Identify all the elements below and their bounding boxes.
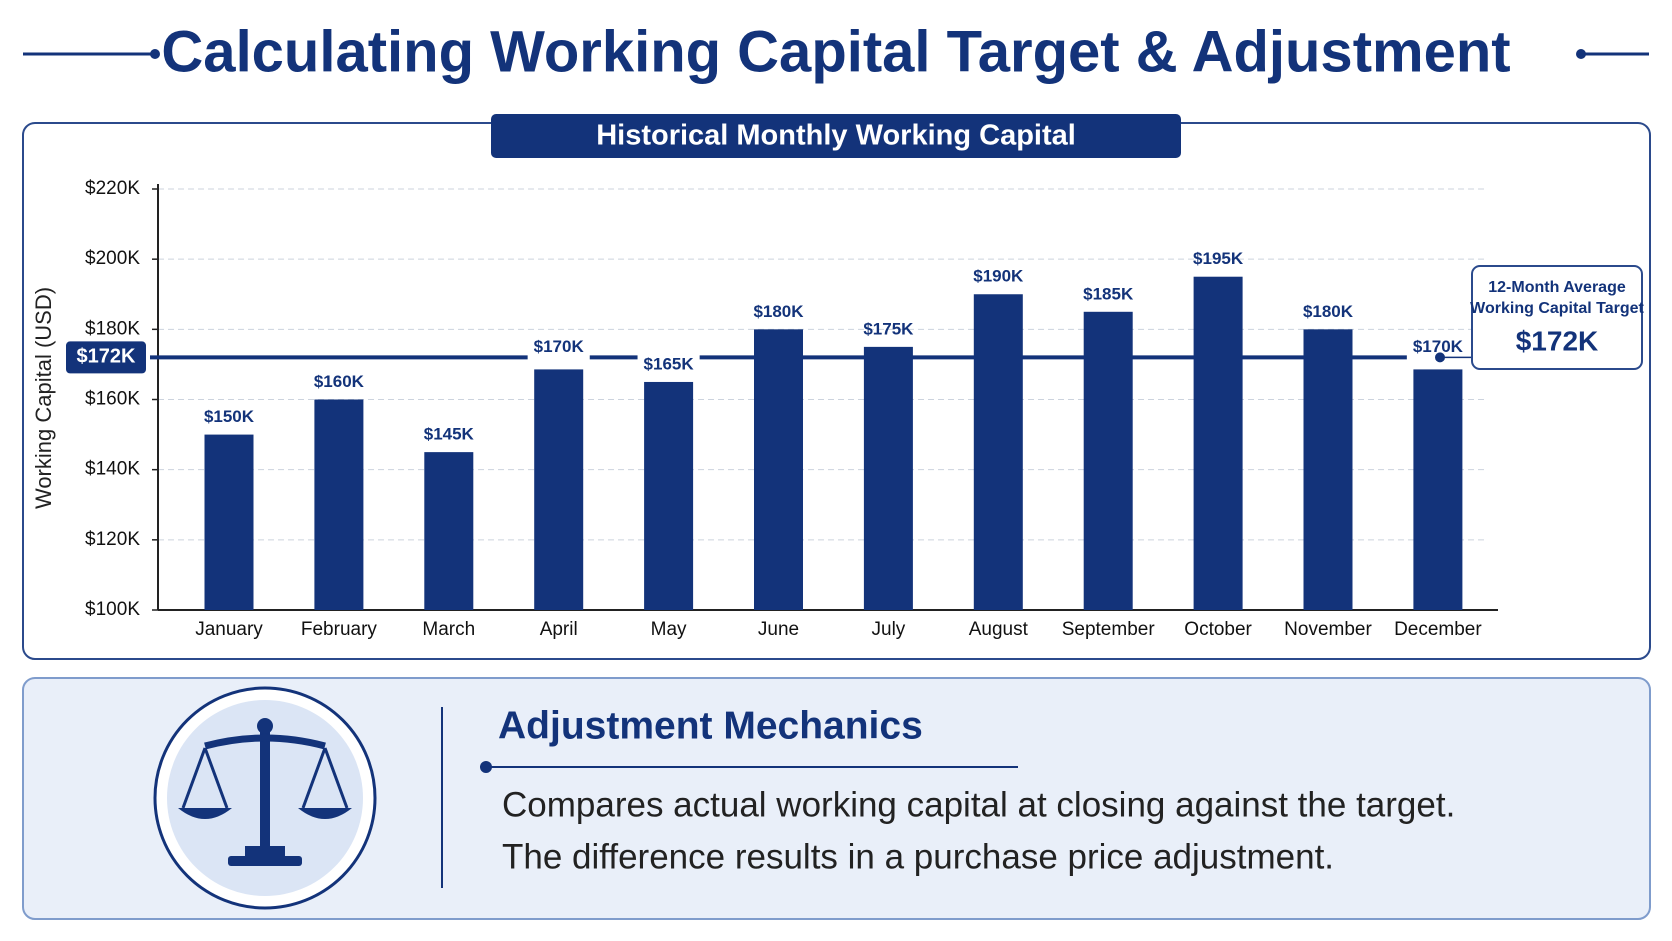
average-label: $172K (77, 346, 136, 368)
x-tick-label: January (195, 619, 263, 640)
page-title: Calculating Working Capital Target & Adj… (161, 19, 1510, 84)
value-label: $150K (204, 407, 255, 426)
y-tick-label: $200K (85, 248, 140, 269)
x-tick-label: April (540, 619, 578, 640)
bar (863, 346, 913, 610)
y-tick-label: $120K (85, 529, 140, 550)
title-dot (1576, 49, 1586, 59)
y-axis-label: Working Capital (USD) (31, 287, 56, 509)
value-label: $165K (644, 354, 695, 373)
callout-text: Working Capital Target (1470, 300, 1644, 317)
chart-title: Historical Monthly Working Capital (596, 120, 1076, 152)
value-label: $170K (1413, 337, 1464, 356)
x-tick-label: July (872, 619, 906, 640)
bar (1413, 364, 1463, 610)
average-callout (1471, 265, 1643, 370)
value-label: $160K (314, 372, 365, 391)
bar (534, 364, 584, 610)
bar (973, 294, 1023, 610)
value-label: $175K (863, 319, 914, 338)
bar (1303, 329, 1353, 610)
x-tick-label: November (1284, 619, 1372, 640)
panel-text: Compares actual working capital at closi… (502, 785, 1455, 824)
value-label: $145K (424, 425, 475, 444)
value-label-bg (527, 345, 590, 370)
callout-text: 12-Month Average (1488, 279, 1626, 296)
value-label: $190K (973, 267, 1024, 286)
bar (644, 381, 694, 610)
y-tick-label: $160K (85, 389, 140, 410)
value-label: $195K (1193, 249, 1244, 268)
bar (1083, 311, 1133, 610)
average-label-box (66, 341, 146, 374)
callout-value: $172K (1516, 325, 1599, 356)
chart-title-tab (491, 114, 1181, 158)
value-label-bg (637, 345, 700, 370)
x-tick-label: October (1184, 619, 1252, 640)
y-tick-label: $220K (85, 178, 140, 199)
value-label: $180K (753, 302, 804, 321)
scale-icon (153, 686, 377, 910)
y-tick-label: $180K (85, 318, 140, 339)
x-tick-label: June (758, 619, 799, 640)
value-label: $185K (1083, 284, 1134, 303)
x-tick-label: March (422, 619, 475, 640)
panel-text: The difference results in a purchase pri… (502, 837, 1334, 876)
bar (754, 329, 803, 610)
value-label: $170K (534, 337, 585, 356)
bar (204, 434, 254, 610)
title-dot (150, 49, 160, 59)
bar (314, 399, 364, 610)
bar (1193, 276, 1243, 610)
mechanics-panel (22, 677, 1651, 920)
bar (424, 452, 474, 610)
value-label: $180K (1303, 302, 1354, 321)
panel-title: Adjustment Mechanics (498, 704, 923, 747)
y-tick-label: $100K (85, 599, 140, 620)
x-tick-label: December (1394, 619, 1482, 640)
x-tick-label: February (301, 619, 378, 640)
x-tick-label: May (651, 619, 687, 640)
y-tick-label: $140K (85, 459, 140, 480)
x-tick-label: September (1062, 619, 1156, 640)
x-tick-label: August (969, 619, 1029, 640)
chart-panel (22, 122, 1651, 660)
